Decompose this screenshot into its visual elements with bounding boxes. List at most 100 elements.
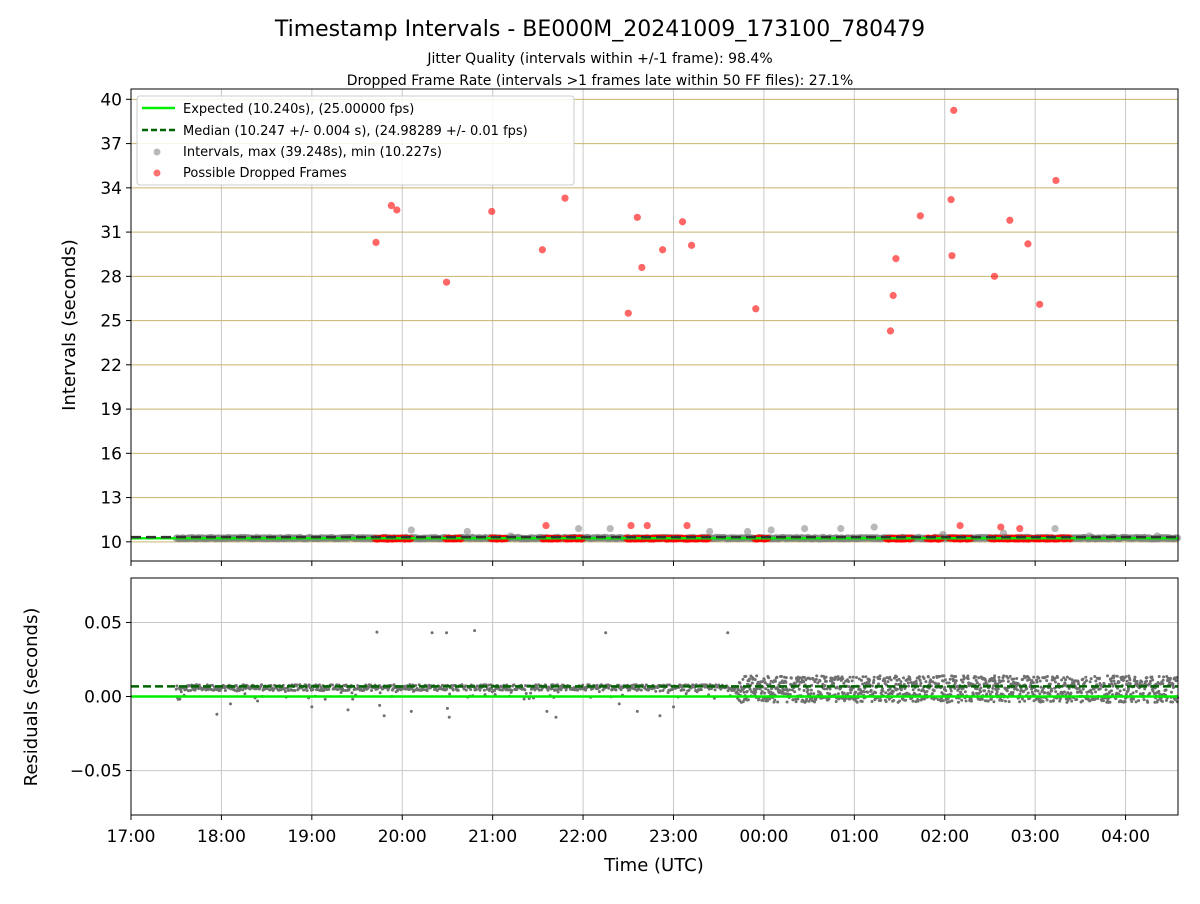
residual-point bbox=[979, 686, 983, 690]
residual-point bbox=[272, 687, 276, 691]
residual-point bbox=[895, 675, 899, 679]
residual-point bbox=[918, 684, 922, 688]
residual-point bbox=[931, 680, 935, 684]
residual-point bbox=[907, 684, 911, 688]
legend-dropped-label: Possible Dropped Frames bbox=[183, 166, 347, 181]
residual-point bbox=[899, 688, 903, 692]
residual-point bbox=[861, 675, 865, 679]
residual-point bbox=[1092, 687, 1096, 691]
residual-point bbox=[824, 679, 828, 683]
residual-point bbox=[522, 697, 526, 701]
residual-point bbox=[608, 684, 612, 688]
residual-point bbox=[888, 687, 892, 691]
dropped-frame-point bbox=[624, 309, 632, 317]
residual-point bbox=[482, 688, 486, 692]
residual-point bbox=[1030, 679, 1034, 683]
intervals-x-ticks bbox=[130, 561, 1127, 566]
residual-point bbox=[378, 703, 382, 707]
dropped-frame-point bbox=[997, 523, 1005, 531]
residual-point bbox=[1081, 677, 1085, 681]
residual-point bbox=[758, 687, 762, 691]
residual-point bbox=[773, 698, 777, 702]
dropped-frame-point bbox=[659, 246, 667, 254]
residual-point bbox=[789, 676, 793, 680]
residual-point bbox=[425, 689, 429, 693]
residual-point bbox=[1164, 698, 1168, 702]
interval-point bbox=[1051, 524, 1059, 533]
residual-point bbox=[1077, 682, 1081, 686]
residual-point bbox=[1126, 687, 1130, 691]
residual-point bbox=[1038, 692, 1042, 696]
residual-point bbox=[469, 688, 473, 692]
residual-point bbox=[836, 675, 840, 679]
residual-point bbox=[223, 688, 227, 692]
residual-point bbox=[750, 681, 754, 685]
dropped-frame-point bbox=[638, 263, 646, 272]
residual-point bbox=[493, 692, 497, 696]
residual-point bbox=[283, 686, 287, 690]
residual-point bbox=[174, 687, 178, 691]
residual-point bbox=[1054, 690, 1058, 694]
residual-point bbox=[828, 692, 832, 696]
residual-point bbox=[435, 688, 439, 692]
residual-point bbox=[911, 688, 915, 692]
residual-point bbox=[1128, 678, 1132, 682]
residual-point bbox=[763, 681, 767, 685]
residual-point bbox=[751, 676, 755, 680]
chart-subtitle-jitter: Jitter Quality (intervals within +/-1 fr… bbox=[426, 51, 772, 67]
residual-point bbox=[556, 690, 560, 694]
residual-point bbox=[744, 674, 748, 678]
residual-point bbox=[736, 692, 740, 696]
residual-point bbox=[766, 688, 770, 692]
residual-point bbox=[811, 677, 815, 681]
residual-point bbox=[1135, 679, 1139, 683]
residual-point bbox=[985, 682, 989, 686]
residual-point bbox=[1108, 700, 1112, 704]
residual-point bbox=[607, 686, 611, 690]
residual-point bbox=[1111, 684, 1115, 688]
dropped-frame-point bbox=[892, 255, 900, 263]
residual-point bbox=[1081, 687, 1085, 691]
residual-point bbox=[1143, 687, 1147, 691]
residual-point bbox=[950, 699, 954, 703]
dropped-frame-point bbox=[948, 252, 956, 260]
residual-point bbox=[1090, 691, 1094, 695]
dropped-frame-point bbox=[1036, 300, 1044, 308]
residual-point bbox=[985, 692, 989, 696]
residual-point bbox=[755, 674, 759, 678]
residual-point bbox=[807, 699, 811, 703]
residual-point bbox=[584, 688, 588, 692]
residual-point bbox=[1088, 680, 1092, 684]
residual-point bbox=[944, 689, 948, 693]
intervals-plot-frame bbox=[130, 88, 1179, 562]
residual-point bbox=[510, 688, 514, 692]
residual-point bbox=[1158, 692, 1162, 696]
residual-point bbox=[836, 692, 840, 696]
residual-point bbox=[591, 687, 595, 691]
residual-point bbox=[671, 705, 675, 709]
x-tick-label: 04:00 bbox=[1101, 827, 1150, 847]
residual-point bbox=[842, 691, 846, 695]
residual-point bbox=[850, 688, 854, 692]
residual-point bbox=[862, 690, 866, 694]
residual-point bbox=[346, 708, 350, 712]
residual-point bbox=[1000, 699, 1004, 703]
residual-point bbox=[764, 687, 768, 691]
chart-subtitle-dropped: Dropped Frame Rate (intervals >1 frames … bbox=[347, 73, 854, 89]
residual-point bbox=[889, 678, 893, 682]
residual-point bbox=[932, 675, 936, 679]
residual-point bbox=[1032, 699, 1036, 703]
residual-point bbox=[857, 677, 861, 681]
residual-point bbox=[793, 682, 797, 686]
residual-point bbox=[822, 687, 826, 691]
y-tick-label: 19 bbox=[100, 400, 122, 420]
residual-point bbox=[802, 675, 806, 679]
residual-point bbox=[451, 688, 455, 692]
residual-point bbox=[1032, 675, 1036, 679]
residual-point bbox=[818, 679, 822, 683]
residual-point bbox=[512, 683, 516, 687]
residual-point bbox=[871, 681, 875, 685]
residual-point bbox=[709, 687, 713, 691]
y-tick-label: 22 bbox=[100, 356, 122, 376]
residual-point bbox=[1090, 698, 1094, 702]
